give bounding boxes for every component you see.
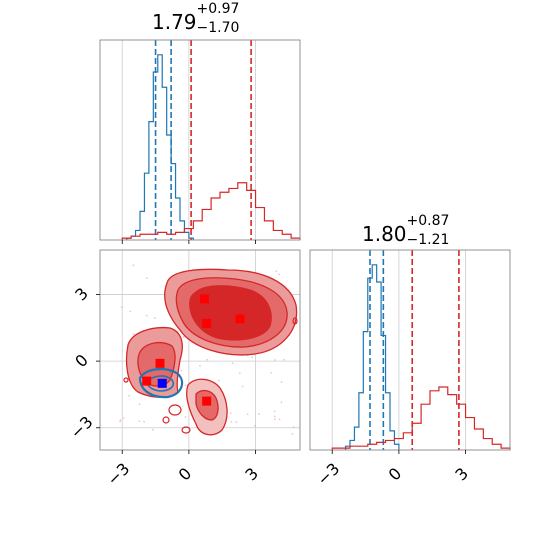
joint-sample-point	[283, 358, 285, 361]
joint-sample-point	[238, 372, 241, 375]
right-panel-xtick-label: 3	[451, 464, 472, 485]
joint-sample-point	[235, 421, 238, 424]
joint-sample-point	[184, 416, 187, 418]
joint-contour-small-loop	[162, 416, 170, 424]
joint-sample-point	[274, 359, 277, 361]
joint-sample-point	[132, 264, 135, 267]
joint-sample-point	[292, 426, 295, 429]
joint-sample-point	[270, 372, 272, 374]
joint-sample-point	[278, 418, 281, 421]
joint-sample-point	[199, 364, 201, 367]
joint-sample-point	[275, 270, 278, 273]
joint-sample-point	[206, 358, 208, 361]
right-title-value: 1.80	[362, 222, 407, 246]
joint-sample-point	[218, 379, 220, 382]
joint-sample-point	[280, 401, 283, 404]
joint-sample-point	[280, 381, 283, 383]
joint-ytick-label: −3	[67, 412, 97, 442]
blue-square-marker	[157, 378, 167, 388]
joint-contour-small-loop	[181, 426, 191, 434]
joint-sample-point	[254, 424, 256, 427]
top-title-lower: −1.70	[196, 20, 240, 36]
joint-sample-point	[145, 277, 148, 280]
joint-sample-point	[153, 317, 156, 319]
joint-contour-panel: −3 0 3 −3 0 3	[67, 249, 301, 489]
joint-sample-point	[182, 336, 185, 338]
top-panel-hist-series-1	[121, 182, 301, 240]
right-title-lower: −1.21	[406, 232, 450, 248]
top-title-upper: +0.97	[196, 1, 240, 17]
joint-sample-point	[145, 314, 148, 317]
joint-sample-point	[278, 273, 280, 276]
joint-contour-small-loop	[168, 404, 182, 416]
top-panel-frame	[99, 39, 301, 241]
joint-sample-point	[251, 356, 254, 359]
right-title-upper: +0.87	[406, 213, 450, 229]
red-square-marker	[202, 396, 212, 406]
joint-sample-point	[138, 403, 141, 406]
right-panel-xtick-label: 0	[385, 464, 406, 485]
top-title-value: 1.79	[152, 10, 197, 34]
right-panel-xtick-label: −3	[313, 459, 343, 489]
top-marginal-panel	[99, 39, 301, 244]
joint-sample-point	[129, 310, 132, 313]
joint-contour-blue-inner	[146, 375, 175, 392]
joint-sample-point	[143, 420, 146, 423]
joint-sample-point	[231, 362, 234, 365]
joint-contour-small-loop	[292, 317, 298, 325]
red-square-marker	[202, 318, 212, 328]
right-panel-frame	[309, 249, 511, 451]
joint-sample-point	[184, 384, 187, 387]
right-panel-background	[310, 250, 510, 450]
joint-ytick-label: 3	[71, 284, 92, 305]
joint-sample-point	[274, 418, 276, 421]
red-square-marker	[142, 376, 152, 386]
red-square-marker	[235, 314, 245, 324]
right-marginal-panel: −3 0 3	[309, 249, 511, 489]
red-square-marker	[199, 294, 209, 304]
joint-sample-point	[132, 333, 135, 336]
joint-sample-point	[229, 412, 232, 415]
joint-sample-point	[180, 369, 183, 372]
joint-xtick-label: 0	[175, 464, 196, 485]
top-panel-title: 1.79 +0.97 −1.70	[152, 1, 243, 36]
joint-frame	[99, 249, 301, 451]
joint-sample-point	[128, 394, 131, 397]
joint-ytick-label: 0	[71, 350, 92, 371]
joint-sample-point	[291, 433, 294, 435]
top-panel-background	[100, 40, 300, 240]
right-panel-hist-series-0	[344, 264, 400, 450]
joint-xtick-label: −3	[103, 459, 133, 489]
joint-sample-point	[120, 306, 123, 309]
joint-sample-point	[119, 419, 122, 422]
joint-contours	[119, 264, 298, 436]
joint-sample-point	[273, 415, 276, 418]
joint-sample-point	[273, 410, 276, 413]
joint-contour-small-loop	[123, 377, 129, 383]
right-panel-hist-series-1	[331, 386, 511, 450]
joint-sample-point	[258, 413, 260, 416]
top-panel-hist-series-0	[126, 54, 194, 240]
red-square-marker	[155, 358, 165, 368]
joint-xtick-label: 3	[241, 464, 262, 485]
joint-sample-point	[152, 428, 154, 431]
joint-sample-point	[246, 413, 249, 416]
joint-sample-point	[122, 417, 125, 419]
joint-sample-point	[241, 385, 244, 388]
right-panel-title: 1.80 +0.87 −1.21	[362, 213, 453, 248]
joint-sample-point	[230, 420, 233, 423]
joint-contour-blue-outer	[138, 368, 184, 399]
joint-sample-point	[138, 420, 141, 423]
